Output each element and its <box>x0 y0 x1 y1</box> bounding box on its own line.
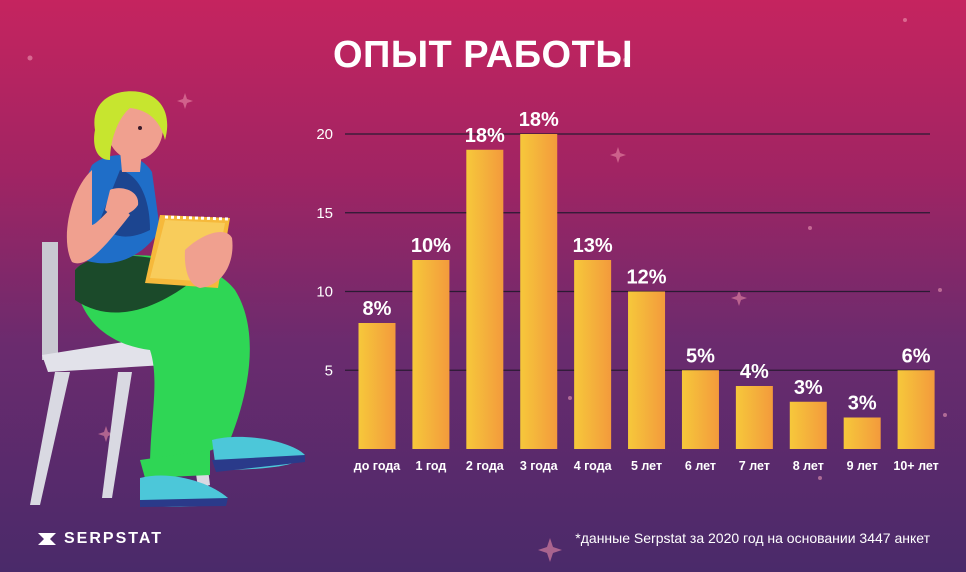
data-label: 12% <box>627 267 667 289</box>
data-label: 8% <box>363 298 392 320</box>
x-tick-label: 8 лет <box>793 459 824 473</box>
bar <box>412 260 450 449</box>
serpstat-logo-icon <box>38 533 56 545</box>
x-tick-label: до года <box>354 459 401 473</box>
x-tick-label: 7 лет <box>739 459 770 473</box>
bar <box>520 134 558 449</box>
sparkle-icon <box>610 147 626 163</box>
star-dot <box>818 476 822 480</box>
bar <box>735 386 773 449</box>
y-tick-label: 10 <box>316 284 333 301</box>
x-tick-label: 3 года <box>520 459 559 473</box>
data-label: 5% <box>686 345 715 367</box>
y-axis-ticks: 5 10 15 20 <box>316 126 333 379</box>
bar <box>843 417 881 449</box>
brand-name: SERPSTAT <box>64 530 163 547</box>
bar <box>358 323 396 449</box>
x-tick-label: 2 года <box>466 459 505 473</box>
bar <box>628 291 666 449</box>
data-label: 6% <box>902 345 931 367</box>
data-label: 13% <box>573 235 613 257</box>
sparkle-icon <box>731 290 747 306</box>
y-tick-label: 15 <box>316 205 333 222</box>
bar <box>574 260 612 449</box>
x-axis-ticks: до года 1 год 2 года 3 года 4 года 5 лет 6 лет… <box>354 459 939 473</box>
bar <box>789 401 827 449</box>
arms-icon <box>66 170 139 264</box>
star-dot <box>943 413 947 417</box>
sparkle-icon <box>177 93 193 109</box>
x-tick-label: 1 год <box>415 459 446 473</box>
head-icon <box>94 91 168 172</box>
data-label: 3% <box>794 377 823 399</box>
x-tick-label: 6 лет <box>685 459 716 473</box>
bars <box>358 134 935 449</box>
x-tick-label: 4 года <box>574 459 613 473</box>
star-dot <box>623 58 627 62</box>
star-dot <box>903 18 907 22</box>
page-title: ОПЫТ РАБОТЫ <box>332 34 634 76</box>
star-dot <box>27 55 33 61</box>
x-tick-label: 10+ лет <box>893 459 938 473</box>
sparkle-icon <box>538 538 562 562</box>
y-tick-label: 20 <box>316 126 333 143</box>
hand-icon <box>184 231 233 288</box>
data-labels: 8% 10% 18% 18% 13% 12% 5% 4% 3% 3% 6% <box>363 109 931 415</box>
data-label: 18% <box>519 109 559 131</box>
star-dot <box>938 288 942 292</box>
bar <box>681 370 719 449</box>
star-dot <box>808 226 812 230</box>
bar <box>897 370 935 449</box>
y-tick-label: 5 <box>325 362 333 379</box>
data-label: 3% <box>848 393 877 415</box>
footnote: *данные Serpstat за 2020 год на основани… <box>575 530 930 546</box>
data-label: 4% <box>740 361 769 383</box>
sparkle-icon <box>98 426 114 442</box>
star-dot <box>568 396 572 400</box>
x-tick-label: 5 лет <box>631 459 662 473</box>
data-label: 10% <box>411 235 451 257</box>
x-tick-label: 9 лет <box>847 459 878 473</box>
brand-logo: SERPSTAT <box>36 530 163 548</box>
data-label: 18% <box>465 125 505 147</box>
shoes-icon <box>140 436 305 507</box>
bar <box>466 149 504 449</box>
